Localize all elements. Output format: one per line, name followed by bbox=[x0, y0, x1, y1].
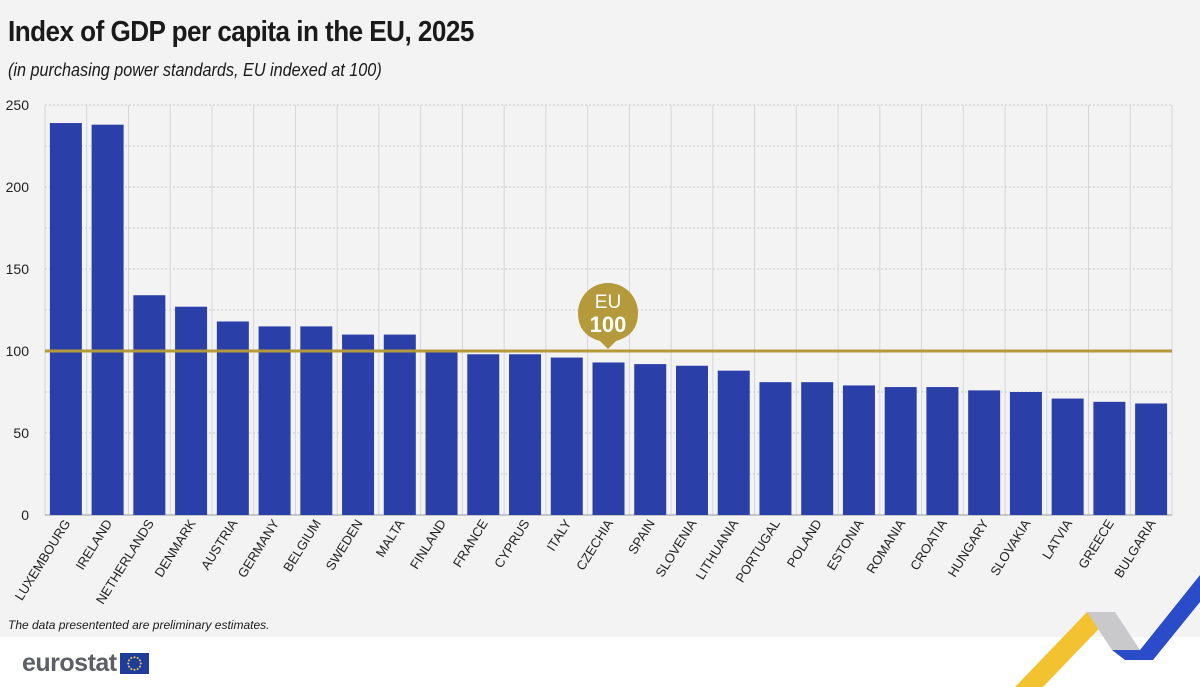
corner-decoration bbox=[1015, 575, 1200, 687]
x-tick-label: IRELAND bbox=[73, 517, 116, 573]
x-tick-label: FRANCE bbox=[450, 516, 491, 570]
bar-italy bbox=[550, 357, 583, 515]
bar-bulgaria bbox=[1135, 403, 1168, 515]
y-tick-label: 150 bbox=[6, 261, 30, 277]
chart-subtitle: (in purchasing power standards, EU index… bbox=[8, 60, 382, 80]
x-tick-label: CZECHIA bbox=[573, 516, 616, 573]
flag-star bbox=[129, 657, 132, 660]
bar-slovenia bbox=[675, 365, 708, 515]
y-tick-label: 100 bbox=[6, 343, 30, 359]
flag-star bbox=[138, 659, 141, 662]
flag-star bbox=[139, 662, 142, 665]
x-tick-label: MALTA bbox=[373, 516, 408, 559]
flag-star bbox=[129, 667, 132, 670]
bar-germany bbox=[258, 326, 291, 515]
bars bbox=[49, 123, 1168, 516]
x-tick-label: FINLAND bbox=[407, 517, 449, 572]
bar-ireland bbox=[91, 124, 124, 516]
x-tick-label: ROMANIA bbox=[863, 516, 908, 576]
bar-belgium bbox=[300, 326, 333, 515]
flag-star bbox=[133, 656, 136, 659]
bar-finland bbox=[425, 351, 458, 515]
bar-malta bbox=[383, 334, 416, 515]
flag-star bbox=[136, 657, 139, 660]
x-tick-label: ESTONIA bbox=[824, 516, 867, 572]
bar-slovakia bbox=[1009, 392, 1042, 515]
y-axis-ticks: 0 50 100 150 200 250 bbox=[6, 97, 30, 523]
gridlines bbox=[44, 104, 1173, 516]
x-tick-label: PORTUGAL bbox=[733, 517, 783, 585]
bar-greece bbox=[1093, 401, 1126, 515]
eurostat-logo: eurostat bbox=[22, 651, 149, 676]
x-tick-label: SPAIN bbox=[625, 517, 658, 557]
bar-poland bbox=[801, 382, 834, 515]
bar-sweden bbox=[342, 334, 375, 515]
x-tick-label: AUSTRIA bbox=[198, 516, 241, 572]
x-tick-label: GREECE bbox=[1075, 516, 1117, 571]
x-tick-label: SLOVAKIA bbox=[987, 516, 1033, 578]
footnote: The data presentented are preliminary es… bbox=[8, 618, 270, 632]
flag-star bbox=[136, 667, 139, 670]
bar-cyprus bbox=[509, 354, 542, 515]
bar-croatia bbox=[926, 387, 959, 515]
flag-star bbox=[126, 662, 129, 665]
x-tick-label: LATVIA bbox=[1039, 516, 1075, 561]
y-tick-label: 200 bbox=[6, 179, 30, 195]
x-tick-label: BELGIUM bbox=[280, 517, 324, 575]
bar-latvia bbox=[1051, 398, 1084, 515]
bar-france bbox=[467, 354, 500, 515]
bar-portugal bbox=[759, 382, 792, 515]
x-tick-label: ITALY bbox=[543, 516, 574, 553]
eu-flag-icon bbox=[119, 653, 149, 674]
bar-denmark bbox=[175, 306, 208, 515]
chart-title: Index of GDP per capita in the EU, 2025 bbox=[8, 16, 474, 48]
flag-star bbox=[138, 665, 141, 668]
bar-austria bbox=[216, 321, 249, 515]
x-tick-label: SLOVENIA bbox=[652, 516, 699, 579]
x-tick-label: CYPRUS bbox=[491, 516, 533, 570]
bar-lithuania bbox=[717, 370, 750, 515]
bar-netherlands bbox=[133, 295, 166, 515]
x-tick-label: LITHUANIA bbox=[693, 516, 742, 582]
logo-text: eurostat bbox=[22, 649, 117, 677]
eu-marker-pin bbox=[578, 283, 638, 349]
bar-estonia bbox=[842, 385, 875, 515]
x-tick-label: SWEDEN bbox=[323, 517, 366, 573]
x-tick-label: HUNGARY bbox=[945, 516, 992, 579]
y-tick-label: 0 bbox=[21, 507, 29, 523]
footer bbox=[0, 637, 1200, 687]
x-tick-label: LUXEMBOURG bbox=[12, 517, 74, 603]
flag-star bbox=[127, 659, 130, 662]
bar-chart: 0 50 100 150 200 250 LUXEMBOURG IRELANDNETHERL… bbox=[6, 97, 1173, 607]
x-tick-label: BULGARIA bbox=[1111, 516, 1159, 580]
bar-romania bbox=[884, 387, 917, 515]
eu-marker-label: EU bbox=[595, 292, 621, 313]
bar-czechia bbox=[592, 362, 625, 515]
x-tick-label: GERMANY bbox=[235, 516, 283, 580]
bar-hungary bbox=[968, 390, 1001, 515]
bar-spain bbox=[634, 364, 667, 515]
y-tick-label: 50 bbox=[13, 425, 29, 441]
x-tick-label: POLAND bbox=[784, 517, 825, 570]
flag-star bbox=[133, 668, 136, 671]
x-tick-label: CROATIA bbox=[907, 516, 950, 572]
eu-marker-value: 100 bbox=[590, 312, 627, 337]
bar-luxembourg bbox=[49, 123, 82, 515]
x-tick-label: DENMARK bbox=[151, 516, 198, 579]
flag-star bbox=[127, 665, 130, 668]
y-tick-label: 250 bbox=[6, 97, 30, 113]
